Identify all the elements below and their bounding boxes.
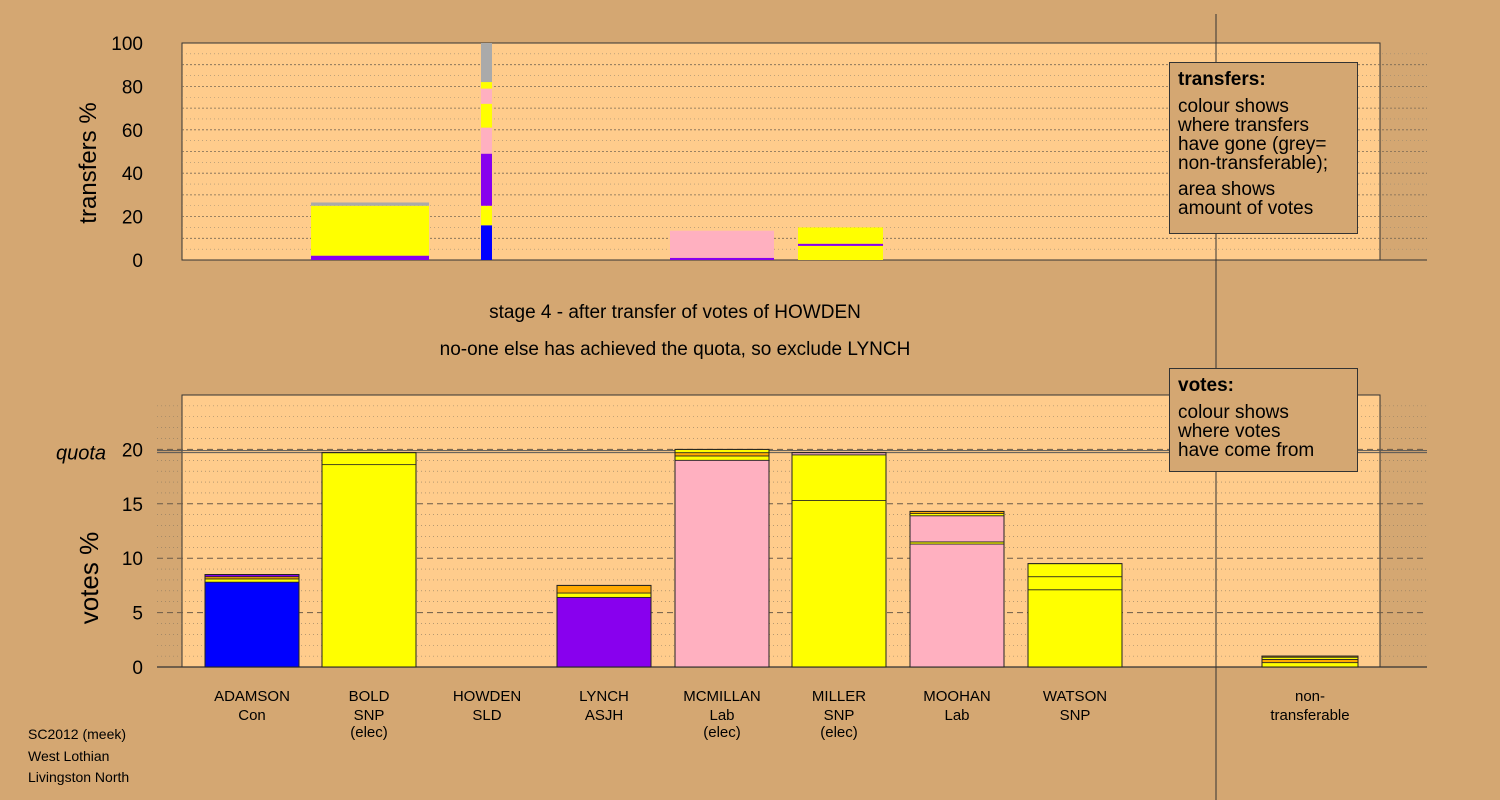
vote-segment bbox=[1027, 589, 1123, 668]
candidate-party-label: SNP bbox=[1060, 707, 1091, 724]
transfers-legend-line: non-transferable); bbox=[1178, 153, 1328, 174]
votes-y-tick-label: 20 bbox=[122, 440, 143, 461]
vote-segment bbox=[556, 585, 652, 594]
candidate-name-label: WATSON bbox=[1043, 688, 1107, 705]
candidate-name-label: HOWDEN bbox=[453, 688, 521, 705]
transfer-segment bbox=[481, 127, 492, 154]
candidate-party-label: Lab bbox=[709, 707, 734, 724]
candidate-elected-label: (elec) bbox=[350, 724, 388, 741]
candidate-party-label: SNP bbox=[354, 707, 385, 724]
candidate-elected-label: (elec) bbox=[820, 724, 858, 741]
transfers-legend-line: amount of votes bbox=[1178, 198, 1314, 219]
vote-bar-outline bbox=[791, 452, 887, 668]
transfers-legend-line: colour shows bbox=[1178, 96, 1289, 117]
transfers-y-tick-label: 40 bbox=[122, 164, 143, 185]
vote-segment bbox=[674, 459, 770, 668]
candidate-name-label: MOOHAN bbox=[923, 688, 991, 705]
candidate-name-label: ADAMSON bbox=[214, 688, 290, 705]
vote-segment bbox=[674, 455, 770, 461]
vote-segment bbox=[204, 581, 300, 668]
vote-bar-outline bbox=[1261, 655, 1359, 668]
vote-segment bbox=[556, 596, 652, 668]
votes-y-tick-label: 10 bbox=[122, 549, 143, 570]
candidate-party-label: transferable bbox=[1270, 707, 1349, 724]
transfer-segment bbox=[481, 153, 492, 206]
votes-legend-line: colour shows bbox=[1178, 402, 1289, 423]
transfer-segment bbox=[481, 88, 492, 104]
stage-title: stage 4 - after transfer of votes of HOW… bbox=[489, 302, 861, 323]
candidate-party-label: SNP bbox=[824, 707, 855, 724]
transfers-y-tick-label: 60 bbox=[122, 121, 143, 142]
transfer-segment bbox=[670, 257, 774, 260]
candidate-name-label: non- bbox=[1295, 688, 1325, 705]
vote-bar-outline bbox=[204, 574, 300, 668]
votes-y-tick-label: 15 bbox=[122, 495, 143, 516]
vote-segment bbox=[1261, 662, 1359, 668]
footer-line-3: Livingston North bbox=[28, 769, 130, 785]
candidate-name-label: LYNCH bbox=[579, 688, 629, 705]
votes-legend-line: have come from bbox=[1178, 440, 1315, 461]
vote-segment bbox=[204, 578, 300, 583]
vote-bar-outline bbox=[909, 510, 1005, 668]
vote-segment bbox=[791, 454, 887, 501]
transfers-y-tick-label: 100 bbox=[111, 34, 143, 55]
vote-bar-outline bbox=[321, 452, 417, 668]
candidate-party-label: Lab bbox=[944, 707, 969, 724]
transfer-segment bbox=[798, 245, 883, 260]
transfer-segment bbox=[481, 103, 492, 128]
transfer-segment bbox=[798, 243, 883, 246]
vote-bar-outline bbox=[674, 448, 770, 668]
transfer-segment bbox=[311, 205, 429, 256]
votes-legend: votes: colour shows where votes have com… bbox=[1169, 368, 1358, 472]
transfers-legend-line: area shows bbox=[1178, 179, 1276, 200]
transfer-segment bbox=[798, 227, 883, 244]
quota-label: quota bbox=[56, 443, 106, 465]
vote-segment bbox=[909, 543, 1005, 668]
transfer-segment bbox=[311, 202, 429, 206]
stage-subtitle: no-one else has achieved the quota, so e… bbox=[439, 339, 911, 360]
votes-y-tick-label: 5 bbox=[132, 604, 143, 625]
votes-legend-title: votes: bbox=[1178, 375, 1234, 396]
vote-segment bbox=[791, 500, 887, 668]
vote-segment bbox=[556, 592, 652, 598]
transfers-y-tick-label: 0 bbox=[132, 251, 143, 272]
vote-segment bbox=[674, 452, 770, 457]
votes-y-tick-label: 0 bbox=[132, 658, 143, 679]
vote-segment bbox=[321, 464, 417, 668]
vote-segment bbox=[909, 515, 1005, 543]
candidate-name-label: BOLD bbox=[349, 688, 390, 705]
transfer-segment bbox=[481, 225, 492, 260]
transfer-segment bbox=[481, 43, 492, 83]
candidate-elected-label: (elec) bbox=[703, 724, 741, 741]
footer-line-2: West Lothian bbox=[28, 748, 110, 764]
vote-bar-outline bbox=[556, 584, 652, 668]
votes-y-axis-label: votes % bbox=[74, 532, 104, 625]
candidate-party-label: Con bbox=[238, 707, 266, 724]
vote-segment bbox=[1261, 658, 1359, 664]
transfers-legend-title: transfers: bbox=[1178, 69, 1266, 90]
candidate-name-label: MCMILLAN bbox=[683, 688, 761, 705]
candidate-name-label: MILLER bbox=[812, 688, 866, 705]
transfer-segment bbox=[481, 82, 492, 89]
vote-bar-outline bbox=[1027, 563, 1123, 668]
transfers-legend-line: where transfers bbox=[1178, 115, 1309, 136]
vote-segment bbox=[1027, 576, 1123, 591]
transfer-segment bbox=[481, 205, 492, 226]
vote-segment bbox=[1027, 563, 1123, 578]
candidate-party-label: ASJH bbox=[585, 707, 623, 724]
transfers-legend-line: have gone (grey= bbox=[1178, 134, 1327, 155]
transfer-segment bbox=[311, 255, 429, 260]
transfers-y-axis-label: transfers % bbox=[75, 102, 102, 223]
candidate-party-label: SLD bbox=[472, 707, 501, 724]
vote-segment bbox=[321, 452, 417, 466]
transfers-legend: transfers: colour shows where transfers … bbox=[1169, 62, 1358, 234]
transfers-y-tick-label: 20 bbox=[122, 208, 143, 229]
transfers-y-tick-label: 80 bbox=[122, 77, 143, 98]
votes-legend-line: where votes bbox=[1178, 421, 1281, 442]
footer-line-1: SC2012 (meek) bbox=[28, 726, 127, 742]
transfer-segment bbox=[670, 230, 774, 258]
